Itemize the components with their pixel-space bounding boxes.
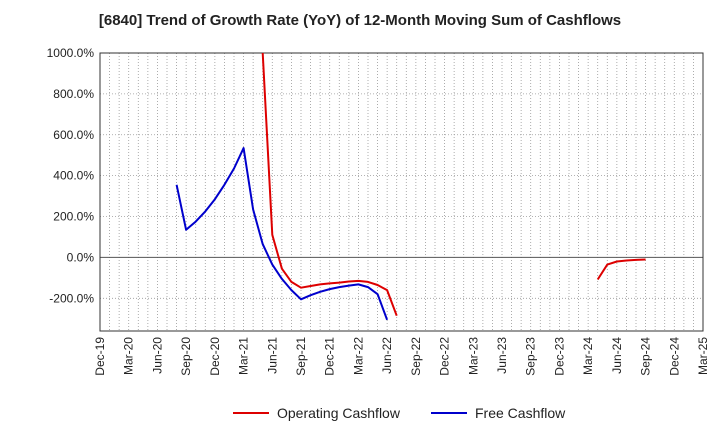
legend-label-operating: Operating Cashflow — [277, 405, 400, 421]
x-tick-label: Jun-20 — [150, 337, 164, 374]
x-tick-label: Jun-24 — [610, 337, 624, 374]
x-tick-label: Sep-24 — [639, 337, 653, 376]
series-line-free-cashflow — [175, 147, 389, 321]
x-tick-label: Sep-23 — [524, 337, 538, 376]
x-tick-label: Dec-20 — [208, 337, 222, 376]
y-tick-label: 1000.0% — [47, 46, 95, 60]
x-tick-label: Mar-24 — [581, 337, 595, 375]
y-tick-label: 0.0% — [67, 250, 95, 264]
series-line-operating-cashflow — [596, 258, 646, 281]
x-tick-label: Sep-21 — [294, 337, 308, 376]
x-tick-labels: Dec-19 Mar-20 Jun-20 Sep-20 Dec-20 Mar-21 Jun-… — [93, 337, 710, 376]
x-tick-label: Mar-23 — [466, 337, 480, 375]
x-tick-label: Dec-22 — [438, 337, 452, 376]
x-tick-label: Dec-24 — [667, 337, 681, 376]
x-tick-label: Mar-22 — [351, 337, 365, 375]
legend-label-free: Free Cashflow — [475, 405, 566, 421]
legend-item-free: Free Cashflow — [431, 405, 565, 421]
legend: Operating Cashflow Free Cashflow — [0, 405, 720, 425]
y-tick-labels: 1000.0% 800.0% 600.0% 400.0% 200.0% 0.0% -200.… — [47, 46, 95, 305]
x-tick-label: Sep-22 — [409, 337, 423, 376]
x-tick-label: Mar-21 — [237, 337, 251, 375]
y-tick-label: 200.0% — [53, 210, 94, 224]
y-tick-label: -200.0% — [49, 291, 94, 305]
chart-title: [6840] Trend of Growth Rate (YoY) of 12-… — [98, 12, 622, 29]
plot-border — [99, 52, 704, 332]
x-tick-label: Sep-20 — [179, 337, 193, 376]
x-tick-label: Dec-19 — [93, 337, 107, 376]
x-tick-label: Jun-23 — [495, 337, 509, 374]
y-tick-label: 800.0% — [53, 87, 94, 101]
x-tick-label: Dec-21 — [323, 337, 337, 376]
x-tick-label: Dec-23 — [552, 337, 566, 376]
y-tick-label: 400.0% — [53, 169, 94, 183]
legend-swatch-free — [431, 412, 467, 414]
grid — [99, 52, 704, 331]
x-tick-label: Mar-25 — [696, 337, 710, 375]
series-line-operating-cashflow — [261, 53, 398, 317]
legend-item-operating: Operating Cashflow — [233, 405, 400, 421]
y-tick-label: 600.0% — [53, 128, 94, 142]
x-tick-label: Jun-22 — [380, 337, 394, 374]
x-tick-label: Jun-21 — [265, 337, 279, 374]
axes — [99, 52, 704, 332]
x-tick-label: Mar-20 — [122, 337, 136, 375]
series-lines — [175, 53, 646, 321]
legend-swatch-operating — [233, 412, 269, 414]
